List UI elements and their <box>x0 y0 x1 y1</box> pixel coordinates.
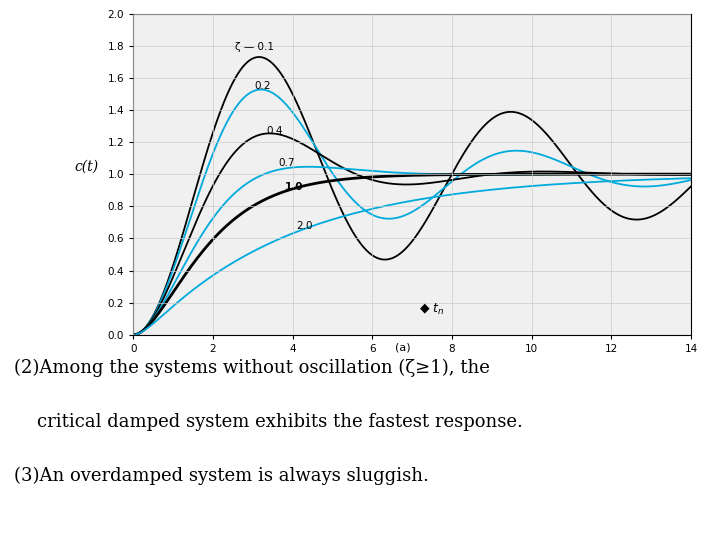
Text: (a): (a) <box>395 343 411 353</box>
Text: critical damped system exhibits the fastest response.: critical damped system exhibits the fast… <box>14 413 523 431</box>
Text: 0.2: 0.2 <box>255 81 271 91</box>
Text: (2)Among the systems without oscillation (ζ≥1), the: (2)Among the systems without oscillation… <box>14 359 490 377</box>
Text: (3)An overdamped system is always sluggish.: (3)An overdamped system is always sluggi… <box>14 467 429 485</box>
Y-axis label: c(t): c(t) <box>75 160 99 174</box>
Text: 0.7: 0.7 <box>279 158 295 168</box>
Text: 2.0: 2.0 <box>297 220 313 231</box>
Text: ζ — 0.1: ζ — 0.1 <box>235 42 274 52</box>
Text: ◆ $\mathit{t}_n$: ◆ $\mathit{t}_n$ <box>420 302 445 317</box>
Text: 0.4: 0.4 <box>266 126 283 136</box>
Text: 1.0: 1.0 <box>284 182 303 192</box>
